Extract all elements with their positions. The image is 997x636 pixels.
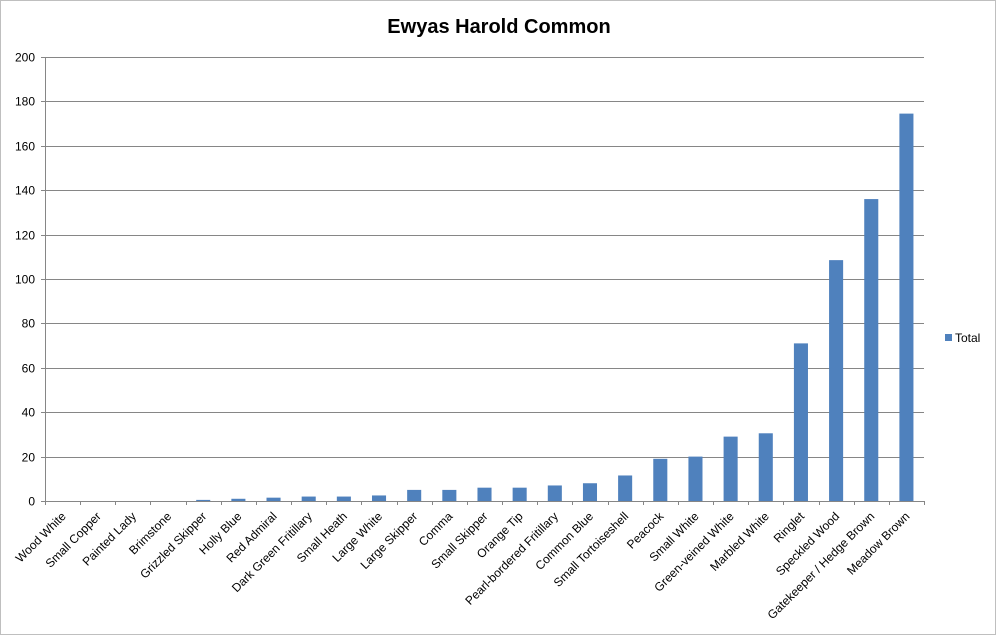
gridlines xyxy=(45,57,924,458)
legend: Total xyxy=(945,331,980,345)
bar xyxy=(477,487,492,501)
bar xyxy=(723,436,738,501)
bar xyxy=(547,485,562,501)
y-axis-ticks: 0 20 40 60 80 100 120 140 160 180 200 xyxy=(15,51,45,509)
y-tick-label: 200 xyxy=(15,51,35,65)
bar xyxy=(793,343,808,501)
y-tick-label: 140 xyxy=(15,184,35,198)
bar xyxy=(231,498,246,501)
bar xyxy=(371,495,387,501)
y-tick-label: 60 xyxy=(22,362,36,376)
y-tick-label: 80 xyxy=(22,317,36,331)
bar xyxy=(829,260,844,501)
bar xyxy=(196,499,211,501)
bars xyxy=(196,113,914,502)
y-tick-label: 180 xyxy=(15,95,35,109)
axes xyxy=(45,57,924,502)
bar xyxy=(688,456,703,501)
bar xyxy=(512,487,527,501)
y-tick-label: 120 xyxy=(15,229,35,243)
y-tick-label: 20 xyxy=(22,451,36,465)
bar xyxy=(758,433,773,501)
y-tick-label: 100 xyxy=(15,273,35,287)
bar xyxy=(301,496,316,501)
bar xyxy=(582,483,598,501)
chart-title: Ewyas Harold Common xyxy=(387,16,610,38)
bar xyxy=(618,475,633,501)
bar xyxy=(336,496,351,501)
y-tick-label: 40 xyxy=(22,406,36,420)
bar xyxy=(407,489,422,501)
bar xyxy=(653,458,668,501)
bar xyxy=(864,199,879,501)
y-tick-label: 0 xyxy=(28,495,35,509)
bar xyxy=(442,489,457,501)
y-tick-label: 160 xyxy=(15,140,35,154)
legend-swatch-total xyxy=(945,334,952,341)
bar xyxy=(899,113,914,502)
legend-label-total: Total xyxy=(955,331,980,345)
bar xyxy=(266,497,281,501)
